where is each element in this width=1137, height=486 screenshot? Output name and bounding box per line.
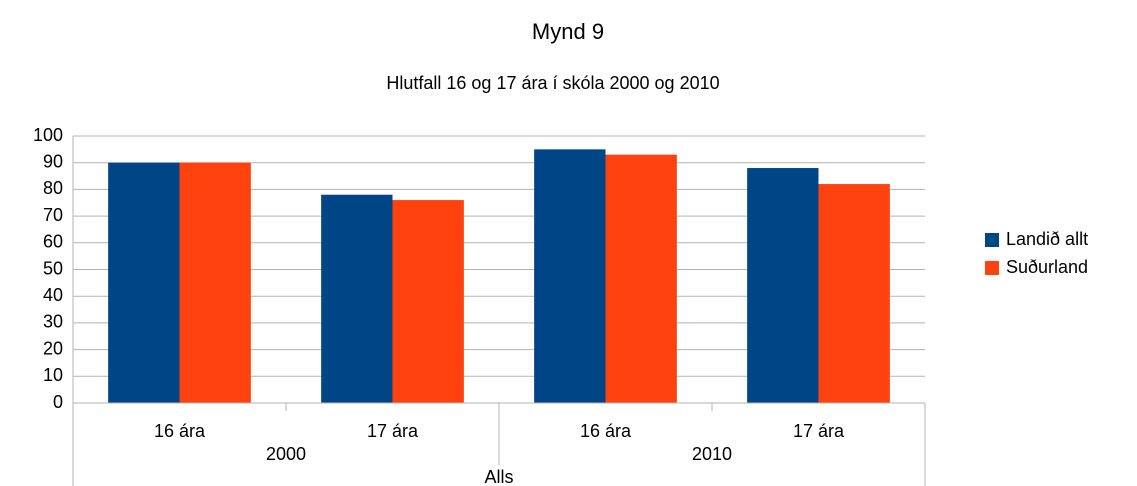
y-tick-label: 0 bbox=[53, 392, 63, 412]
y-tick-label: 30 bbox=[43, 312, 63, 332]
x-tick-label: 16 ára bbox=[154, 421, 206, 441]
bar bbox=[179, 162, 251, 403]
chart-subtitle: Hlutfall 16 og 17 ára í skóla 2000 og 20… bbox=[386, 73, 719, 93]
y-tick-label: 10 bbox=[43, 365, 63, 385]
bar bbox=[392, 200, 464, 403]
legend-label: Suðurland bbox=[1006, 257, 1088, 277]
y-tick-label: 100 bbox=[33, 125, 63, 145]
x-tick-label: 16 ára bbox=[580, 421, 632, 441]
legend-swatch bbox=[985, 261, 999, 275]
y-tick-label: 40 bbox=[43, 285, 63, 305]
legend-swatch bbox=[985, 233, 999, 247]
legend-label: Landið allt bbox=[1006, 229, 1088, 249]
y-tick-label: 50 bbox=[43, 258, 63, 278]
bar bbox=[605, 154, 677, 403]
bar bbox=[321, 194, 393, 403]
y-tick-label: 60 bbox=[43, 232, 63, 252]
y-tick-label: 90 bbox=[43, 151, 63, 171]
chart-title: Mynd 9 bbox=[532, 19, 604, 44]
y-tick-label: 70 bbox=[43, 205, 63, 225]
x-tick-label: 17 ára bbox=[793, 421, 845, 441]
y-tick-label: 80 bbox=[43, 178, 63, 198]
bar bbox=[747, 168, 819, 403]
x-axis-label: Alls bbox=[484, 467, 513, 486]
group-label: 2010 bbox=[692, 444, 732, 464]
group-label: 2000 bbox=[266, 444, 306, 464]
x-tick-label: 17 ára bbox=[367, 421, 419, 441]
bar bbox=[108, 162, 180, 403]
bar bbox=[818, 184, 890, 403]
bar bbox=[534, 149, 606, 403]
y-tick-label: 20 bbox=[43, 338, 63, 358]
